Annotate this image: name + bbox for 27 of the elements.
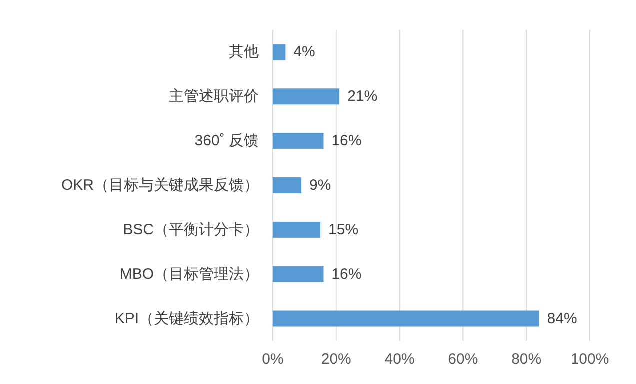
bar — [273, 133, 324, 150]
data-label: 16% — [332, 132, 362, 150]
data-label: 15% — [328, 221, 359, 238]
y-tick-label: KPI（关键绩效指标） — [114, 310, 259, 328]
y-tick-label: 360˚ 反馈 — [194, 132, 259, 150]
y-tick-label: BSC（平衡计分卡） — [123, 221, 259, 238]
bar — [273, 88, 340, 105]
y-tick-label: OKR（目标与关键成果反馈） — [61, 177, 259, 194]
x-tick-label: 0% — [262, 351, 284, 368]
x-tick-label: 40% — [384, 351, 415, 368]
bar — [273, 266, 324, 282]
data-label: 21% — [348, 88, 378, 106]
bar — [273, 222, 321, 238]
bar — [273, 310, 540, 327]
y-tick-label: 其他 — [229, 44, 259, 61]
data-label: 16% — [332, 266, 362, 283]
bar — [273, 178, 302, 194]
data-label: 4% — [294, 44, 316, 61]
y-tick-label: MBO（目标管理法） — [120, 266, 259, 283]
x-tick-label: 60% — [448, 351, 478, 368]
data-label: 84% — [547, 310, 578, 328]
bar — [273, 44, 286, 60]
y-tick-label: 主管述职评价 — [169, 88, 259, 106]
x-tick-label: 100% — [570, 351, 610, 368]
x-tick-label: 20% — [321, 351, 352, 368]
data-label: 9% — [310, 177, 332, 194]
x-tick-label: 80% — [512, 351, 542, 368]
